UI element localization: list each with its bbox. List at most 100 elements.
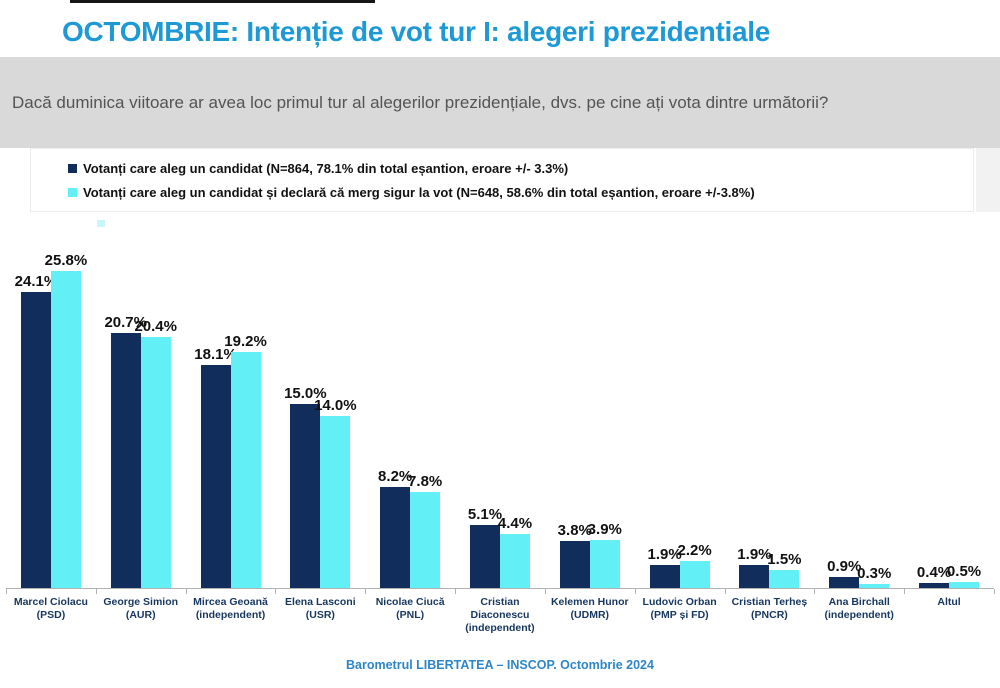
axis-tick — [6, 589, 7, 594]
category-label: Ludovic Orban (PMP și FD) — [635, 596, 725, 635]
category-label-line: Elena Lasconi — [285, 596, 356, 608]
bar-value-label: 24.1% — [14, 272, 58, 290]
bar-value-label: 15.0% — [284, 384, 327, 402]
stray-cyan-mark — [97, 220, 105, 227]
axis-tick — [365, 589, 367, 594]
bar-navy: 8.2% — [378, 468, 412, 588]
category-label-line: Marcel Ciolacu — [13, 596, 88, 608]
bar-group: 0.4% 0.5% — [904, 240, 994, 588]
category-label-line: (independent) — [465, 622, 535, 634]
bar-chart-plot: 24.1% 25.8% 20.7% 20.4% 18.1% 19.2% 15.0% 14.0%… — [6, 240, 994, 588]
category-label: George Simion (AUR) — [96, 596, 186, 635]
bar-navy: 3.8% — [558, 522, 592, 588]
bar-navy: 1.9% — [647, 546, 682, 588]
bar-value-label: 1.9% — [737, 545, 772, 563]
x-axis-line — [6, 588, 995, 595]
bar-group: 1.9% 1.5% — [725, 240, 815, 588]
bar-group: 5.1% 4.4% — [455, 240, 545, 588]
bar-cyan: 3.9% — [588, 521, 622, 588]
bar-cyan: 0.3% — [857, 565, 891, 588]
source-footer: Barometrul LIBERTATEA – INSCOP. Octombri… — [346, 658, 654, 672]
bar-value-label: 1.9% — [647, 545, 682, 563]
bar-value-label: 4.4% — [497, 514, 533, 532]
bar-value-label: 19.2% — [224, 332, 267, 350]
category-label-line: Kelemen Hunor — [550, 596, 629, 608]
category-label: Cristian Diaconescu (independent) — [455, 596, 545, 635]
category-label-line: (PSD) — [36, 609, 66, 621]
legend-swatch-icon — [68, 163, 77, 173]
category-label: Marcel Ciolacu (PSD) — [6, 596, 96, 635]
bar-group: 15.0% 14.0% — [275, 240, 365, 588]
legend-item-1: Votanți care aleg un candidat și declară… — [68, 185, 973, 200]
category-label-line: Altul — [937, 596, 961, 608]
bar-navy: 1.9% — [737, 546, 772, 588]
category-label-line: Ludovic Orban — [642, 596, 717, 608]
bar-value-label: 8.2% — [378, 468, 413, 486]
bar-navy: 0.4% — [917, 564, 951, 588]
bar-value-label: 0.9% — [827, 557, 862, 575]
category-label-line: Cristian Terheș — [731, 596, 808, 608]
category-label-line: (PMP și FD) — [650, 609, 709, 621]
axis-tick — [95, 589, 97, 594]
axis-tick — [724, 589, 726, 594]
bar-value-label: 3.9% — [587, 521, 622, 538]
category-label-line: (independent) — [824, 609, 894, 621]
category-label-line: (PNCR) — [751, 609, 788, 621]
axis-tick — [185, 589, 187, 594]
bar-group: 8.2% 7.8% — [365, 240, 455, 588]
category-label-line: Mircea Geoană — [193, 596, 268, 608]
axis-tick — [994, 589, 995, 594]
bar-navy: 24.1% — [15, 273, 57, 588]
category-label: Altul — [904, 596, 994, 635]
category-label-line: (USR) — [305, 609, 335, 621]
bar-value-label: 7.8% — [408, 473, 443, 491]
axis-tick — [904, 589, 906, 594]
bar-value-label: 20.7% — [104, 314, 147, 332]
axis-tick — [634, 589, 636, 594]
category-label-line: George Simion — [103, 596, 179, 608]
bar-value-label: 1.5% — [767, 550, 802, 568]
category-label-line: Diaconescu — [470, 609, 530, 621]
bar-cyan: 14.0% — [314, 397, 357, 588]
bar-value-label: 5.1% — [467, 506, 503, 524]
bar-cyan: 20.4% — [134, 318, 177, 588]
bar-cyan: 0.5% — [947, 563, 981, 588]
bar-value-label: 0.5% — [946, 562, 982, 580]
chart-legend: Votanți care aleg un candidat (N=864, 78… — [30, 148, 974, 212]
category-label: Elena Lasconi (USR) — [275, 596, 365, 635]
axis-tick — [544, 589, 546, 594]
bar-value-label: 0.3% — [857, 565, 892, 583]
bar-navy: 5.1% — [468, 506, 502, 588]
bar-cyan: 19.2% — [224, 333, 267, 588]
top-edge-strip — [70, 0, 375, 3]
category-label-line: (PNL) — [396, 609, 425, 621]
category-label: Kelemen Hunor (UDMR) — [545, 596, 635, 635]
bar-value-label: 3.8% — [557, 522, 592, 540]
bar-cyan: 25.8% — [45, 252, 87, 588]
category-label-line: Nicolae Ciucă — [375, 596, 445, 608]
legend-right-gray-strip — [976, 148, 1000, 212]
category-label-line: Cristian — [480, 596, 520, 608]
legend-item-label: Votanți care aleg un candidat (N=864, 78… — [83, 160, 569, 176]
bar-cyan: 7.8% — [408, 473, 442, 588]
question-box: Dacă duminica viitoare ar avea loc primu… — [0, 57, 1000, 148]
bar-group: 1.9% 2.2% — [635, 240, 725, 588]
bar-navy: 15.0% — [284, 385, 327, 588]
bar-cyan: 1.5% — [767, 551, 802, 588]
category-label-line: (AUR) — [125, 609, 156, 621]
category-label-line: Ana Birchall — [828, 596, 890, 608]
axis-tick — [275, 589, 277, 594]
category-label-line: (UDMR) — [570, 609, 610, 621]
bar-group: 20.7% 20.4% — [96, 240, 186, 588]
category-label-row: Marcel Ciolacu (PSD) George Simion (AUR) Mir… — [6, 596, 994, 635]
bar-cyan: 4.4% — [498, 515, 532, 588]
bar-navy: 20.7% — [104, 314, 147, 588]
bar-value-label: 18.1% — [194, 346, 237, 364]
legend-item-label: Votanți care aleg un candidat și declară… — [83, 184, 755, 200]
bar-value-label: 2.2% — [677, 541, 712, 559]
question-text: Dacă duminica viitoare ar avea loc primu… — [12, 92, 829, 112]
bar-group: 18.1% 19.2% — [186, 240, 276, 588]
bar-navy: 18.1% — [194, 346, 237, 588]
axis-tick — [814, 589, 816, 594]
